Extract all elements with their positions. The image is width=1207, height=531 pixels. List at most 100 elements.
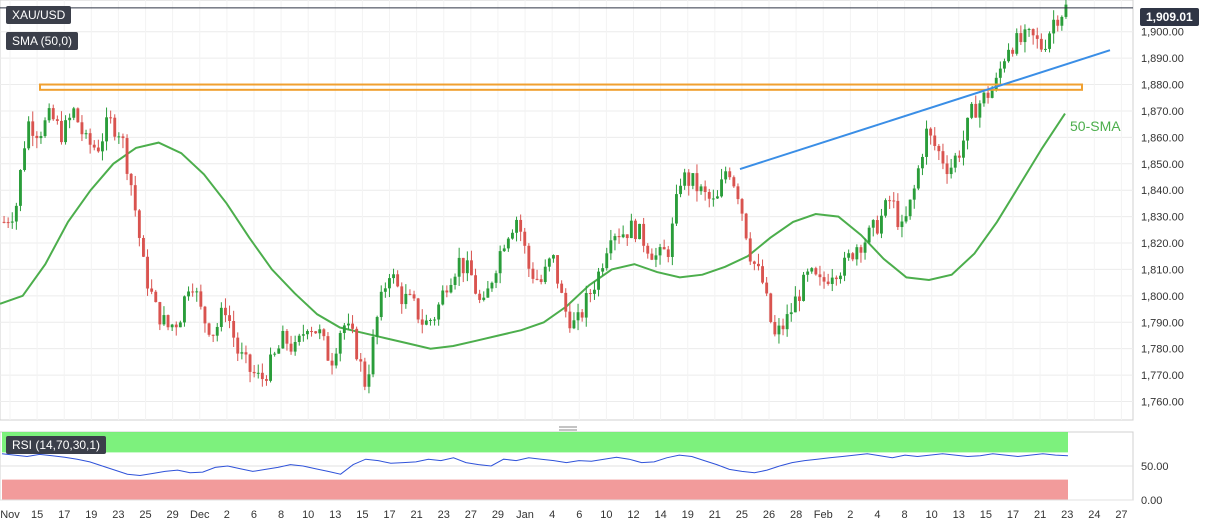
x-tick-label: 21 xyxy=(1034,509,1046,521)
x-tick-label: 10 xyxy=(600,509,612,521)
candle-body xyxy=(248,354,252,372)
candle-body xyxy=(310,331,313,333)
candle-body xyxy=(1007,49,1010,62)
candle-body xyxy=(363,361,367,387)
x-tick-label: 26 xyxy=(763,509,775,521)
candle-body xyxy=(1023,29,1027,43)
candle-body xyxy=(1015,33,1019,54)
candle-body xyxy=(392,274,395,279)
candle-body xyxy=(654,255,658,260)
x-tick-label: 12 xyxy=(627,509,639,521)
candle-body xyxy=(1019,33,1023,43)
candle-body xyxy=(765,282,769,294)
candle-body xyxy=(1064,4,1068,17)
candle-body xyxy=(843,257,846,276)
candle-body xyxy=(519,219,523,232)
x-tick-label: 15 xyxy=(980,509,992,521)
candle-body xyxy=(732,177,736,187)
candle-body xyxy=(773,321,777,335)
candle-body xyxy=(998,68,1002,78)
candle-body xyxy=(388,278,391,289)
candle-body xyxy=(1031,29,1035,36)
candle-body xyxy=(146,256,149,289)
candle-body xyxy=(215,326,219,336)
x-tick-label: Dec xyxy=(190,509,210,521)
candle-body xyxy=(1039,38,1043,50)
candle-body xyxy=(646,245,650,254)
candle-body xyxy=(900,221,904,228)
candle-body xyxy=(539,279,543,283)
candle-body xyxy=(252,371,256,374)
x-tick-label: Jan xyxy=(516,509,534,521)
candle-body xyxy=(408,293,412,295)
y-tick-label: 1,850.00 xyxy=(1141,159,1184,171)
candle-body xyxy=(777,325,781,335)
candle-body xyxy=(142,237,145,257)
candle-body xyxy=(437,304,441,320)
candle-body xyxy=(617,236,621,238)
candle-body xyxy=(859,247,863,253)
candle-body xyxy=(613,236,617,241)
candle-body xyxy=(367,374,371,387)
y-tick-label: 1,890.00 xyxy=(1141,53,1184,65)
x-tick-label: 17 xyxy=(383,509,395,521)
candle-body xyxy=(679,185,682,195)
candle-body xyxy=(802,274,805,301)
candle-body xyxy=(904,216,908,222)
candle-body xyxy=(178,322,182,328)
candle-body xyxy=(552,255,555,259)
candle-body xyxy=(39,136,43,139)
candle-body xyxy=(605,253,609,269)
candle-body xyxy=(494,273,498,283)
candle-body xyxy=(342,325,346,334)
candle-body xyxy=(580,312,584,318)
candle-body xyxy=(916,168,920,189)
candle-body xyxy=(793,296,797,313)
candle-body xyxy=(232,321,236,338)
candle-body xyxy=(1011,49,1015,54)
x-tick-label: 23 xyxy=(438,509,450,521)
x-tick-label: 17 xyxy=(1007,509,1019,521)
y-tick-label: 1,840.00 xyxy=(1141,185,1184,197)
candle-body xyxy=(338,333,342,354)
candle-body xyxy=(347,323,350,326)
candle-body xyxy=(638,223,641,240)
candle-body xyxy=(404,293,408,305)
candle-body xyxy=(96,147,100,152)
candle-layer xyxy=(2,0,1068,394)
candle-body xyxy=(60,120,63,143)
candle-body xyxy=(1048,33,1051,49)
candle-body xyxy=(724,171,728,180)
x-tick-label: 29 xyxy=(492,509,504,521)
candle-body xyxy=(785,314,789,330)
candle-body xyxy=(355,328,359,360)
candle-body xyxy=(445,290,449,293)
candle-body xyxy=(789,312,793,315)
candle-body xyxy=(88,133,92,145)
x-tick-label: 27 xyxy=(1115,509,1127,521)
y-tick-label: 1,780.00 xyxy=(1141,344,1184,356)
x-tick-label: 25 xyxy=(139,509,151,521)
candle-body xyxy=(92,144,96,148)
candle-body xyxy=(810,268,814,272)
candle-body xyxy=(498,251,502,274)
candle-body xyxy=(642,223,646,246)
candle-body xyxy=(691,173,695,186)
candle-body xyxy=(449,284,453,293)
candle-body xyxy=(461,257,465,274)
candle-body xyxy=(1003,61,1006,69)
candle-body xyxy=(912,188,916,200)
candle-body xyxy=(429,319,432,321)
candle-body xyxy=(412,294,416,299)
x-tick-label: 8 xyxy=(902,509,908,521)
candle-body xyxy=(888,200,892,202)
x-tick-label: 21 xyxy=(709,509,721,521)
candle-body xyxy=(453,276,457,285)
candle-body xyxy=(720,179,723,197)
y-tick-label: 1,900.00 xyxy=(1141,27,1184,39)
candle-body xyxy=(64,120,67,143)
candle-body xyxy=(675,194,678,224)
y-tick-label: 1,880.00 xyxy=(1141,80,1184,92)
rsi-label: RSI (14,70,30,1) xyxy=(6,436,107,454)
